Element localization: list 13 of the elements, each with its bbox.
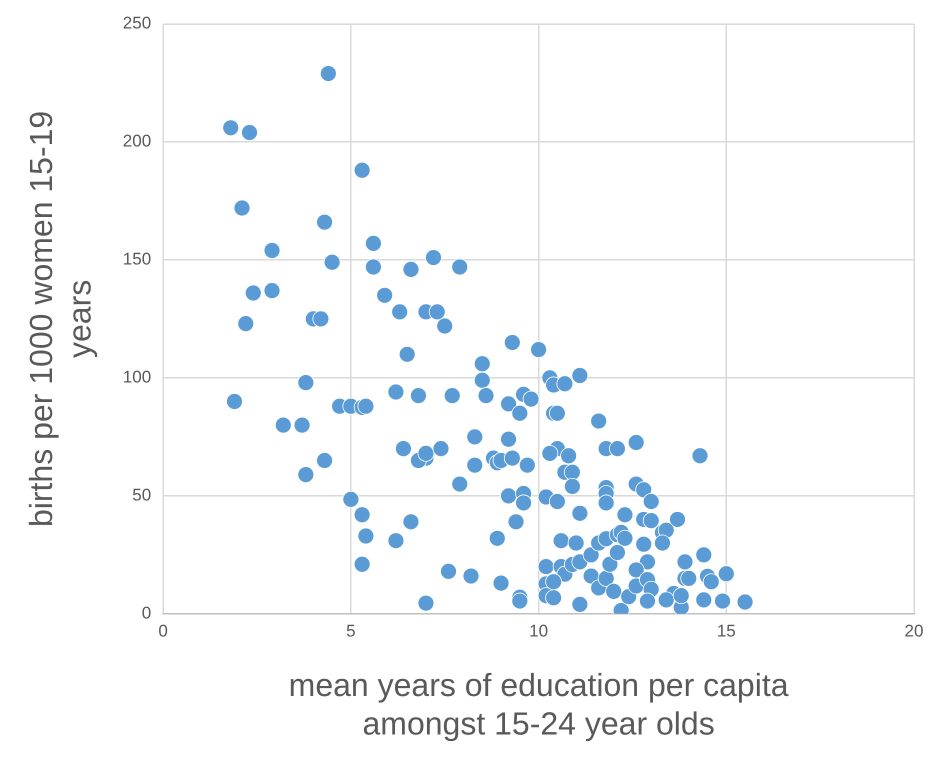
x-tick-label: 0 — [158, 622, 168, 641]
y-tick-label: 250 — [122, 14, 152, 33]
x-tick-label: 15 — [716, 622, 736, 641]
x-axis-title: mean years of education per capita amongst 15-24 year olds — [288, 667, 789, 742]
y-tick-label: 200 — [122, 132, 152, 151]
x-tick-label: 10 — [529, 622, 548, 641]
x-tick-label: 20 — [904, 622, 924, 641]
y-tick-label: 100 — [122, 368, 152, 387]
y-axis-title: births per 1000 women 15-19 years — [23, 110, 98, 528]
y-tick-label: 150 — [122, 250, 152, 269]
x-tick-label: 5 — [346, 622, 356, 641]
y-tick-label: 0 — [142, 603, 152, 622]
y-tick-label: 50 — [132, 486, 152, 505]
